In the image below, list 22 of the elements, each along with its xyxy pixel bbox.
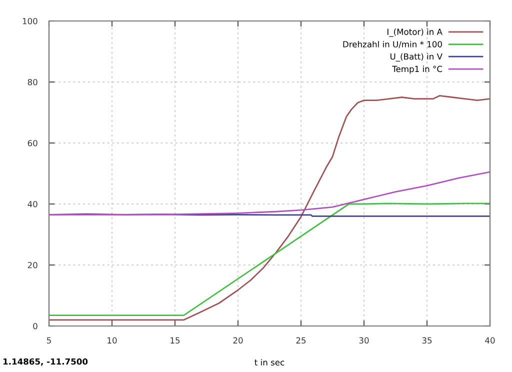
x-tick-label: 10 — [108, 337, 117, 344]
x-tick-label: 5 — [46, 337, 51, 344]
x-tick-label: 25 — [296, 337, 306, 344]
x-tick-label: 20 — [233, 337, 243, 344]
y-tick-label: 80 — [28, 78, 38, 86]
legend-label: U_(Batt) in V — [390, 53, 442, 62]
y-tick-label: 100 — [22, 18, 38, 24]
x-tick-label: 15 — [170, 337, 180, 344]
x-tick-label: 40 — [485, 337, 495, 344]
line-series — [49, 171, 490, 216]
y-tick-label: 40 — [28, 200, 38, 208]
legend-label: Drehzahl in U/min * 100 — [343, 40, 442, 48]
y-tick-label: 60 — [28, 140, 38, 146]
legend-label: Temp1 in °C — [392, 66, 442, 74]
x-tick-label: 35 — [422, 337, 432, 344]
y-tick-label: 0 — [33, 322, 38, 330]
text: 1.14865, -11.7500 — [4, 358, 88, 366]
line-series — [49, 95, 490, 321]
y-tick-label: 20 — [28, 262, 38, 268]
x-tick-label: 30 — [359, 337, 369, 344]
x-axis-title: t in sec — [254, 359, 284, 366]
legend-label: I_(Motor) in A — [388, 28, 442, 37]
